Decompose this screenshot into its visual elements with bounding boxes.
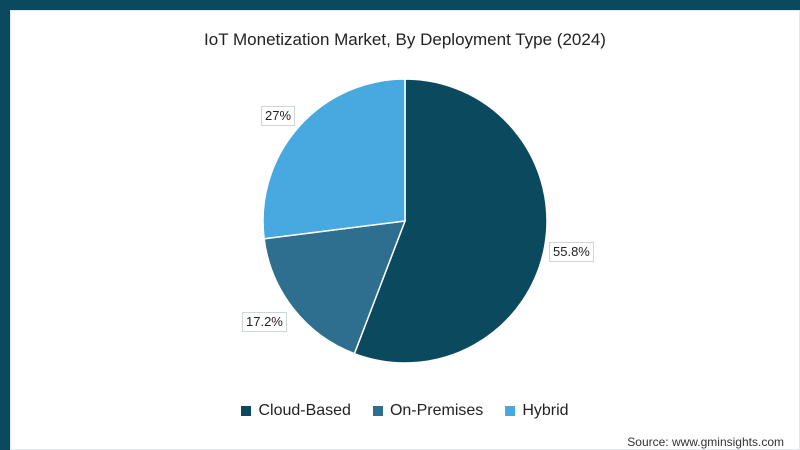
legend-item-hybrid: Hybrid: [505, 402, 569, 420]
slice-hybrid: [262, 78, 406, 240]
legend-swatch-icon: [505, 406, 516, 416]
label-cloud-based: 55.8%: [549, 242, 594, 262]
chart-legend: Cloud-Based On-Premises Hybrid: [10, 402, 800, 420]
legend-item-on-premises: On-Premises: [372, 402, 484, 420]
label-hybrid: 27%: [261, 106, 296, 126]
pie-chart: [262, 78, 548, 364]
legend-item-cloud-based: Cloud-Based: [241, 402, 351, 420]
legend-label: On-Premises: [389, 402, 484, 419]
legend-label: Hybrid: [522, 402, 569, 419]
legend-swatch-icon: [241, 406, 252, 416]
chart-canvas: IoT Monetization Market, By Deployment T…: [10, 10, 800, 450]
source-note: Source: www.gminsights.com: [627, 435, 784, 449]
legend-swatch-icon: [372, 406, 383, 416]
legend-label: Cloud-Based: [258, 402, 351, 419]
label-on-premises: 17.2%: [242, 312, 287, 332]
slice-on-premises: [263, 220, 407, 355]
slice-cloud-based: [353, 78, 548, 364]
chart-title: IoT Monetization Market, By Deployment T…: [204, 30, 606, 49]
